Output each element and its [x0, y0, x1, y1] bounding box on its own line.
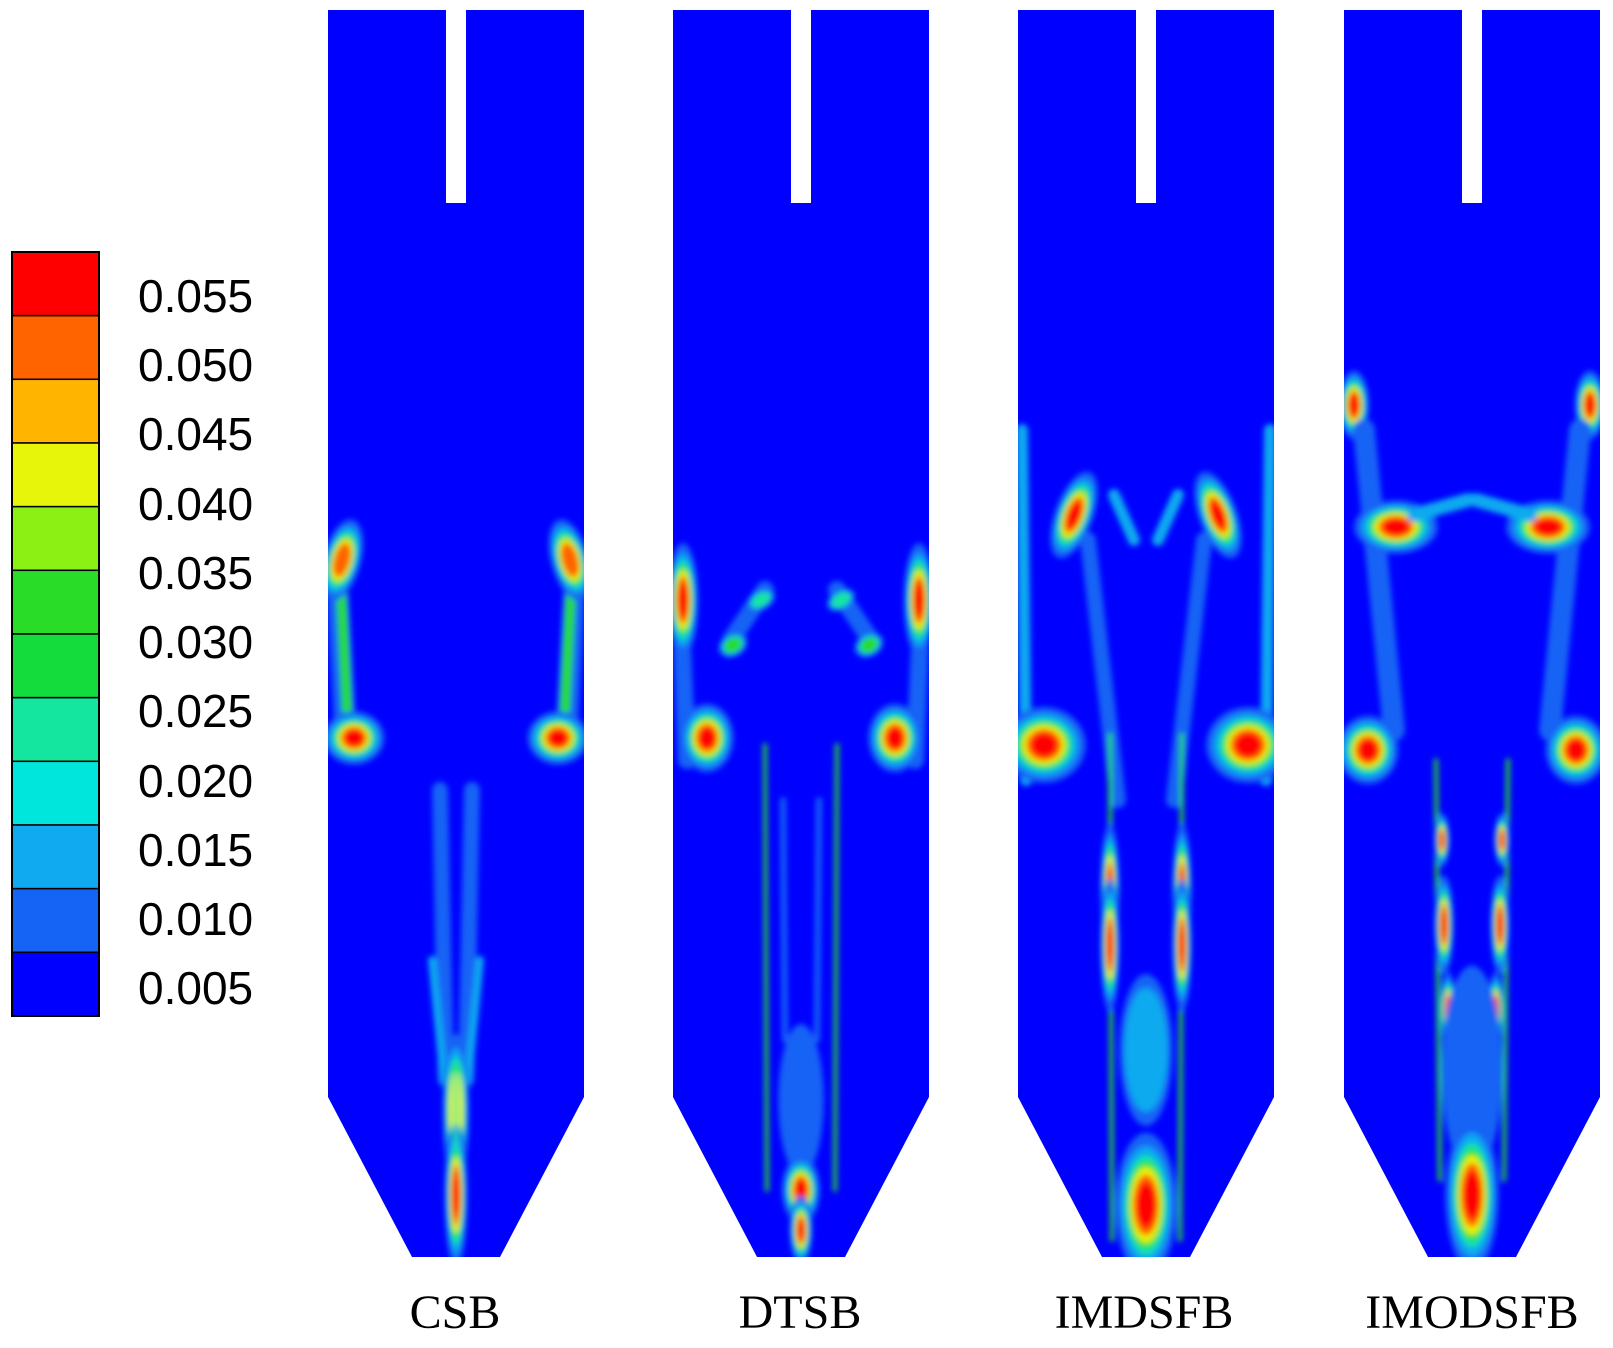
contour-region — [831, 592, 851, 608]
feed-tube — [446, 8, 466, 203]
contour-region — [1497, 909, 1503, 941]
colorbar-labels: 0.055 0.050 0.045 0.040 0.035 0.030 0.02… — [138, 270, 253, 1014]
contour-region — [1136, 1182, 1156, 1228]
contour-streak — [833, 743, 839, 1192]
contour-streak — [763, 743, 769, 1192]
contour-region — [548, 729, 568, 747]
panel-imdsfb — [1018, 8, 1274, 1257]
contour-region — [914, 582, 924, 618]
vessel-body — [1018, 10, 1274, 1257]
contour-streak — [432, 782, 454, 1088]
colorbar-band — [11, 887, 100, 954]
vessel-body — [673, 10, 929, 1257]
colorbar-label: 0.035 — [138, 547, 253, 599]
contour-region — [1349, 394, 1359, 416]
colorbar-band — [11, 442, 100, 508]
contour-region — [1234, 733, 1262, 757]
contour-region — [795, 1179, 807, 1201]
contour-streak — [428, 956, 448, 1084]
colorbar-label: 0.010 — [138, 893, 253, 945]
contour-streak — [814, 797, 822, 1043]
colorbar-band — [11, 951, 100, 1017]
contour-region — [1066, 501, 1082, 529]
contour-region — [1441, 909, 1447, 941]
contour-region — [1441, 965, 1503, 1175]
contour-streak — [1353, 419, 1405, 741]
contour-region — [561, 542, 579, 578]
colorbar-label: 0.050 — [138, 339, 253, 391]
contour-region — [1124, 988, 1168, 1112]
contour-field — [328, 519, 584, 1257]
contour-streak — [1152, 489, 1184, 546]
contour-streak — [1469, 493, 1537, 522]
panel-label-imodsfb: IMODSFB — [1365, 1286, 1578, 1339]
contour-region — [751, 592, 771, 608]
contour-region — [333, 542, 351, 578]
contour-region — [886, 727, 904, 749]
colorbar-band — [11, 569, 100, 635]
contour-field — [1018, 424, 1274, 1257]
contour-field — [673, 543, 929, 1257]
colorbar-border — [11, 251, 100, 1017]
panel-label-dtsb: DTSB — [739, 1286, 862, 1339]
feed-tube — [1462, 8, 1482, 203]
panel-csb — [328, 8, 584, 1257]
colorbar-label: 0.030 — [138, 616, 253, 668]
contour-field — [1344, 370, 1600, 1257]
contour-region — [452, 1172, 460, 1218]
colorbar-label: 0.005 — [138, 962, 253, 1014]
panel-label-csb: CSB — [410, 1286, 501, 1339]
contour-streak — [1166, 532, 1212, 808]
panel-dtsb — [673, 8, 929, 1257]
feed-tube — [1136, 8, 1156, 203]
contour-streak — [458, 782, 480, 1088]
contour-region — [1107, 924, 1113, 966]
colorbar-band — [11, 378, 100, 444]
colorbar-band — [11, 314, 100, 381]
contour-region — [860, 637, 878, 653]
contour-region — [1179, 924, 1185, 966]
contour-region — [1439, 831, 1445, 849]
contour-region — [344, 729, 364, 747]
contour-streak — [1407, 493, 1475, 522]
panel-imodsfb — [1344, 8, 1600, 1257]
vessel-body — [328, 10, 584, 1257]
colorbar-label: 0.020 — [138, 755, 253, 807]
contour-region — [724, 637, 742, 653]
colorbar-band — [11, 251, 100, 317]
contour-region — [1585, 394, 1595, 416]
contour-region — [1534, 518, 1562, 536]
contour-streak — [1539, 419, 1591, 741]
contour-region — [778, 1024, 824, 1176]
contour-region — [797, 1219, 805, 1241]
colorbar-band — [11, 824, 100, 890]
contour-streak — [1108, 489, 1140, 546]
colorbar-band — [11, 633, 100, 699]
contour-region — [1382, 518, 1410, 536]
panel-label-imdsfb: IMDSFB — [1055, 1286, 1234, 1339]
contour-region — [1210, 501, 1226, 529]
colorbar-label: 0.015 — [138, 824, 253, 876]
colorbar-label: 0.040 — [138, 478, 253, 530]
colorbar-band — [11, 696, 100, 763]
feed-tube — [791, 8, 811, 203]
colorbar-label: 0.045 — [138, 408, 253, 460]
colorbar-band — [11, 760, 100, 826]
colorbar-band — [11, 505, 100, 572]
colorbar-label: 0.055 — [138, 270, 253, 322]
contour-streak — [464, 956, 484, 1084]
contour-region — [1499, 831, 1505, 849]
colorbar-label: 0.025 — [138, 685, 253, 737]
contour-region — [1358, 739, 1378, 761]
contour-streak — [780, 797, 788, 1043]
contour-region — [678, 582, 688, 618]
contour-region — [698, 727, 716, 749]
contour-region — [1566, 739, 1586, 761]
vessel-body — [1344, 10, 1600, 1257]
contour-region — [1030, 733, 1058, 757]
contour-streak — [1080, 532, 1126, 808]
contour-region — [1463, 1171, 1481, 1219]
colorbar — [11, 251, 100, 1017]
